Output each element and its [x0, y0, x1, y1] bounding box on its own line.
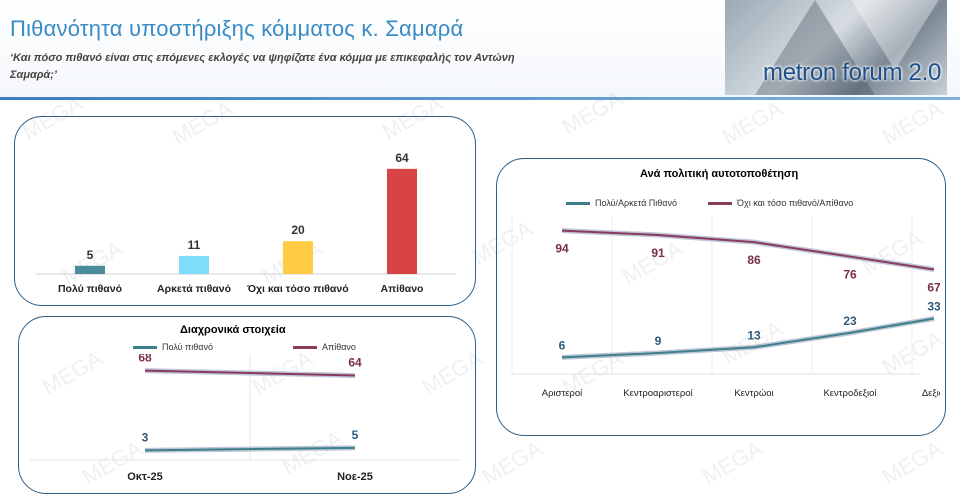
- bar-value-label: 11: [188, 238, 201, 252]
- legend-swatch: [133, 345, 157, 349]
- ideology-chart: 6 9 13 23 33 94 91 86 76 67 Αριστεροί Κεντροαριστερ…: [511, 216, 940, 399]
- legend-swatch: [293, 345, 317, 349]
- x-tick-label: Αριστεροί: [542, 388, 583, 399]
- bar-value-label: 20: [291, 223, 305, 237]
- bar: [387, 168, 417, 274]
- x-tick-label: Δεξιοί: [922, 388, 940, 399]
- bar-value-label: 5: [87, 248, 94, 262]
- ideology-legend-unlikely: Όχι και τόσο πιθανό/Απίθανο: [708, 198, 853, 208]
- time-series-panel: [18, 316, 476, 494]
- bar-category-label: Απίθανο: [381, 283, 424, 295]
- watermark-text: MEGA: [877, 95, 947, 150]
- bar-chart-panel: [14, 116, 476, 306]
- logo-shape: [755, 0, 875, 95]
- brand-name: metron forum 2.0: [763, 59, 941, 86]
- bar: [283, 241, 313, 274]
- time-series-title: Διαχρονικά στοιχεία: [180, 324, 286, 336]
- bar-chart: 5 Πολύ πιθανό 11 Αρκετά πιθανό 20 Όχι και τόσ…: [36, 151, 456, 295]
- data-label: 68: [138, 354, 152, 365]
- legend-swatch: [566, 201, 590, 205]
- data-label: 23: [843, 314, 857, 328]
- data-label: 5: [352, 428, 359, 442]
- question-line-2: Σαμαρά;’: [10, 69, 57, 81]
- data-label: 9: [655, 334, 662, 348]
- data-label: 91: [651, 246, 665, 260]
- bar-category-label: Αρκετά πιθανό: [157, 283, 231, 295]
- legend-label: Όχι και τόσο πιθανό/Απίθανο: [737, 198, 854, 208]
- x-tick-label: Κεντροαριστεροί: [623, 388, 693, 399]
- ideology-legend-likely: Πολύ/Αρκετά Πιθανό: [566, 198, 677, 208]
- watermark-text: MEGA: [697, 435, 767, 490]
- watermark-text: MEGA: [877, 435, 947, 490]
- watermark-text: MEGA: [477, 435, 547, 490]
- data-label: 6: [559, 338, 566, 352]
- series-line: [144, 446, 356, 452]
- bar-category-label: Πολύ πιθανό: [58, 283, 122, 295]
- header-banner: Πιθανότητα υποστήριξης κόμματος κ. Σαμαρ…: [0, 0, 960, 100]
- question-line-1: ‘Και πόσο πιθανό είναι στις επόμενες εκλ…: [10, 52, 515, 64]
- data-label: 3: [142, 430, 149, 444]
- page-title: Πιθανότητα υποστήριξης κόμματος κ. Σαμαρ…: [10, 16, 464, 41]
- watermark-text: MEGA: [717, 95, 787, 150]
- x-tick-label: Κεντρώοι: [734, 388, 773, 399]
- x-tick-label: Κεντροδεξιοί: [823, 388, 877, 399]
- time-series-legend-likely: Πολύ πιθανό: [133, 342, 213, 352]
- ideology-panel: [496, 158, 946, 436]
- data-label: 64: [348, 355, 362, 369]
- header-divider: [0, 97, 960, 100]
- question-text: ‘Και πόσο πιθανό είναι στις επόμενες εκλ…: [10, 50, 710, 84]
- data-label: 76: [843, 268, 857, 282]
- data-label: 33: [927, 299, 940, 313]
- series-line: [144, 369, 356, 377]
- x-tick-label: Νοε-25: [337, 471, 373, 483]
- legend-label: Απίθανο: [322, 342, 356, 352]
- data-label: 13: [747, 328, 761, 342]
- x-tick-label: Οκτ-25: [127, 471, 163, 483]
- ideology-title: Ανά πολιτική αυτοτοποθέτηση: [640, 168, 799, 180]
- bar: [75, 265, 105, 274]
- legend-label: Πολύ/Αρκετά Πιθανό: [595, 198, 678, 208]
- data-label: 67: [927, 281, 940, 295]
- series-line: [561, 317, 935, 359]
- bar-category-label: Όχι και τόσο πιθανό: [246, 283, 348, 295]
- series-line: [561, 229, 935, 271]
- legend-label: Πολύ πιθανό: [162, 342, 213, 352]
- data-label: 94: [555, 242, 569, 256]
- time-series-chart: 3 5 68 64 Οκτ-25 Νοε-25: [30, 354, 460, 483]
- brand-logo: metron forum 2.0: [725, 0, 947, 95]
- bar: [179, 255, 209, 274]
- time-series-legend-unlikely: Απίθανο: [293, 342, 356, 352]
- data-label: 86: [747, 253, 761, 267]
- bar-value-label: 64: [395, 151, 409, 165]
- logo-shape: [845, 0, 945, 70]
- legend-swatch: [708, 201, 732, 205]
